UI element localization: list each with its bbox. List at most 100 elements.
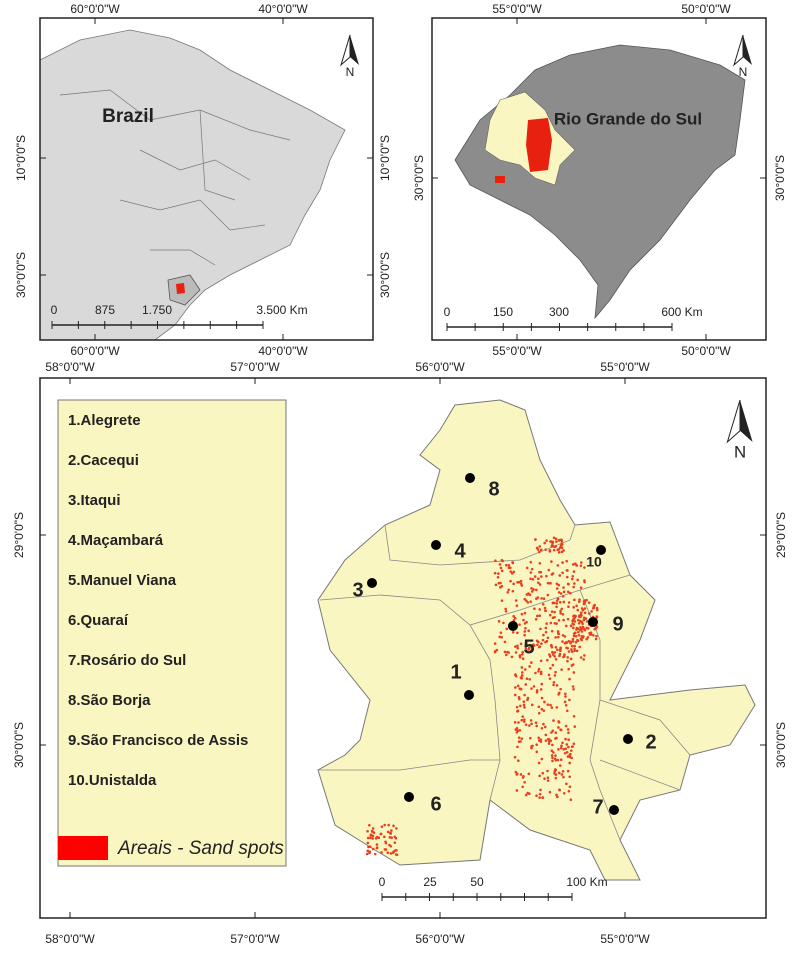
sand-spot bbox=[540, 597, 543, 600]
sand-spot bbox=[391, 851, 395, 855]
sand-spot bbox=[579, 615, 582, 619]
sand-spot bbox=[573, 644, 576, 648]
sand-spot bbox=[551, 756, 554, 760]
sand-spot bbox=[530, 567, 534, 571]
sand-spot bbox=[395, 827, 398, 830]
sand-spot bbox=[594, 637, 598, 641]
sand-spot bbox=[543, 541, 546, 545]
sand-spot bbox=[553, 545, 556, 549]
sand-spot bbox=[515, 731, 519, 734]
sand-spot bbox=[525, 599, 528, 603]
sand-spot bbox=[577, 630, 580, 634]
sand-spot bbox=[546, 737, 550, 741]
sand-spot bbox=[370, 829, 374, 833]
sand-spot bbox=[565, 782, 568, 786]
sand-spot bbox=[555, 706, 559, 709]
sand-spot bbox=[590, 610, 593, 613]
sand-spot bbox=[509, 579, 512, 583]
sand-spot bbox=[528, 665, 531, 668]
sand-spot bbox=[547, 742, 551, 745]
north-arrow bbox=[743, 35, 752, 65]
sand-spot bbox=[367, 823, 371, 827]
sand-spot bbox=[565, 743, 569, 746]
lon-label: 58°0'0"W bbox=[45, 360, 95, 374]
sand-spot bbox=[513, 721, 517, 724]
municipality-seat bbox=[508, 621, 518, 631]
sand-spot bbox=[555, 793, 558, 797]
sand-spot bbox=[583, 607, 587, 610]
sand-spot bbox=[567, 667, 570, 671]
sand-spot bbox=[592, 633, 595, 637]
sand-spot bbox=[517, 736, 521, 739]
sand-spot bbox=[521, 785, 524, 789]
sand-spot bbox=[543, 606, 547, 610]
sand-spot bbox=[566, 755, 570, 758]
sand-spot bbox=[500, 584, 504, 588]
sand-spot bbox=[556, 597, 560, 601]
lon-label: 57°0'0"W bbox=[230, 932, 280, 946]
sand-spot bbox=[575, 628, 578, 631]
sand-spot bbox=[549, 581, 552, 585]
sand-spot bbox=[538, 796, 541, 799]
sand-spot bbox=[540, 696, 544, 700]
lat-label: 30°0'0"S bbox=[773, 155, 787, 201]
sand-spot bbox=[526, 791, 529, 795]
sand-spot bbox=[517, 696, 521, 699]
sand-spot bbox=[587, 601, 591, 604]
sand-spot bbox=[554, 636, 557, 639]
sand-spot bbox=[565, 575, 569, 579]
sand-spot bbox=[525, 566, 529, 570]
sand-spot bbox=[372, 831, 376, 834]
lon-label: 55°0'0"W bbox=[492, 344, 542, 358]
sand-spot bbox=[580, 630, 584, 633]
lon-label: 60°0'0"W bbox=[70, 2, 120, 16]
sand-spot bbox=[504, 563, 508, 567]
sand-spot bbox=[529, 577, 532, 581]
sand-spot bbox=[538, 545, 542, 548]
sand-spot bbox=[561, 741, 564, 745]
lat-label: 29°0'0"S bbox=[12, 512, 26, 558]
lon-label: 40°0'0"W bbox=[258, 344, 308, 358]
sand-spot bbox=[528, 677, 531, 681]
sand-spot bbox=[523, 780, 526, 784]
sand-spot bbox=[516, 710, 519, 713]
sand-spot bbox=[556, 564, 560, 567]
sand-spot bbox=[520, 737, 524, 740]
sand-spot bbox=[509, 566, 512, 570]
sand-spot bbox=[530, 703, 534, 707]
sand-spot bbox=[519, 579, 523, 583]
sand-spot bbox=[528, 593, 532, 597]
sand-spot bbox=[571, 563, 575, 566]
legend-item: 4.Maçambará bbox=[68, 532, 164, 549]
scale-label: 3.500 Km bbox=[256, 303, 307, 317]
sand-spot bbox=[568, 677, 571, 681]
sand-spot bbox=[537, 711, 541, 715]
sand-spot bbox=[559, 687, 562, 691]
lon-label: 56°0'0"W bbox=[415, 932, 465, 946]
north-label: N bbox=[734, 443, 746, 462]
lat-label: 10°0'0"S bbox=[14, 135, 28, 181]
sand-spot bbox=[375, 836, 379, 839]
sand-spot bbox=[554, 731, 558, 734]
sand-spot bbox=[530, 722, 533, 726]
sand-spot bbox=[559, 609, 562, 613]
sand-spot bbox=[368, 851, 371, 855]
municipality-seat bbox=[464, 690, 474, 700]
sand-spot bbox=[538, 792, 542, 796]
sand-spot bbox=[554, 737, 557, 740]
sand-spot bbox=[506, 591, 510, 594]
sand-spot bbox=[558, 788, 561, 792]
sand-spot bbox=[526, 601, 530, 604]
sand-spot bbox=[522, 700, 526, 703]
sand-spot bbox=[551, 572, 555, 575]
sand-spot bbox=[542, 597, 546, 600]
sand-spot bbox=[541, 603, 545, 606]
sand-spot bbox=[517, 721, 520, 724]
sand-spot bbox=[574, 634, 578, 638]
sand-spot bbox=[551, 650, 554, 654]
sand-spot bbox=[561, 612, 565, 616]
sand-spot bbox=[540, 726, 544, 730]
scale-label: 0 bbox=[444, 305, 451, 319]
sand-spot bbox=[532, 685, 536, 688]
sand-spot bbox=[566, 582, 570, 586]
